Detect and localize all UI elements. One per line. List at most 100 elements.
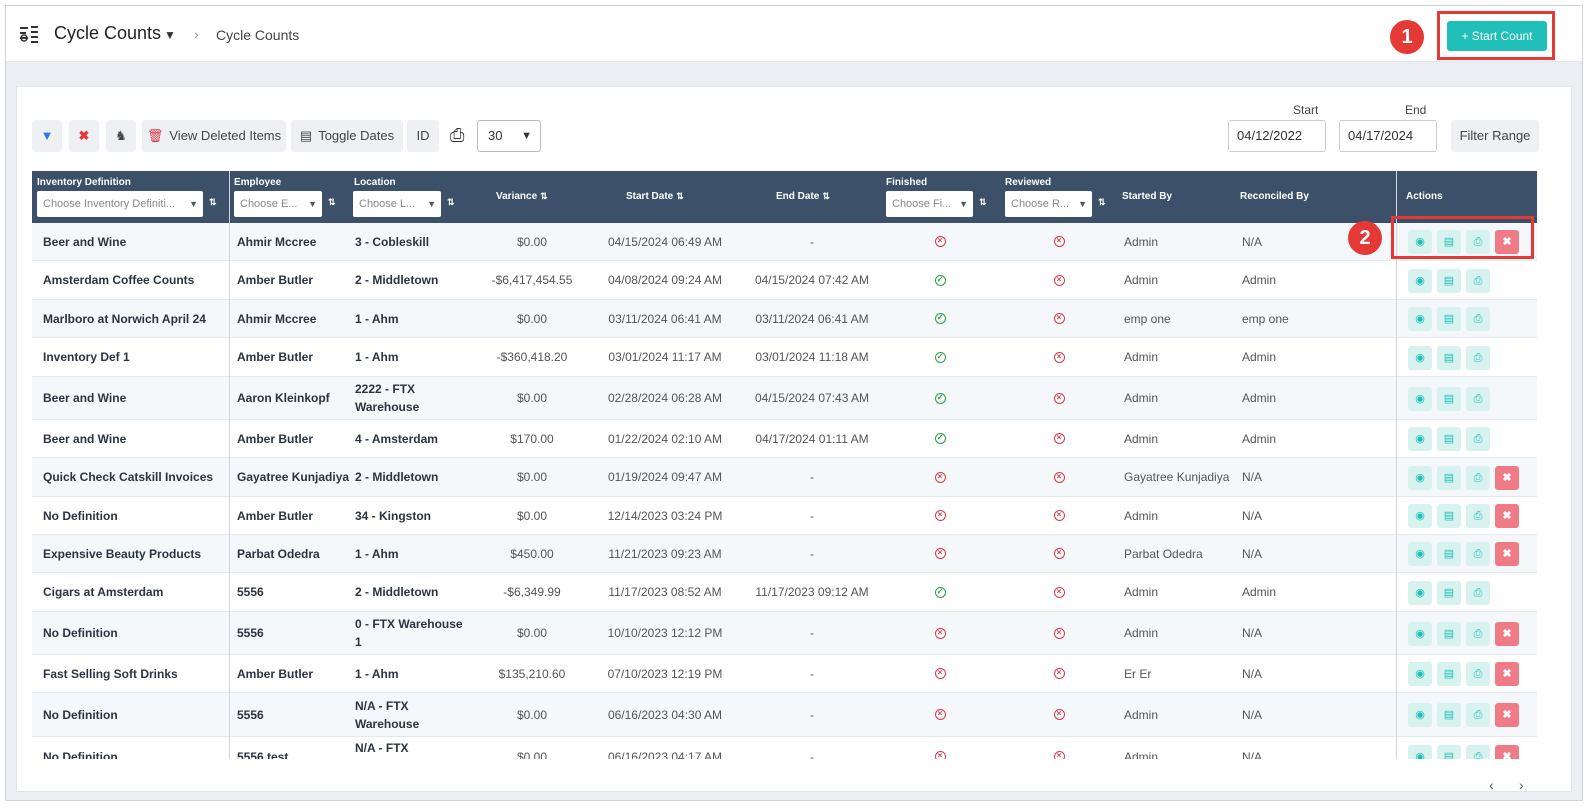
document-icon[interactable]: ▤ (1437, 269, 1461, 293)
cell-started-by: Admin (1124, 234, 1159, 249)
eye-icon[interactable]: ◉ (1408, 307, 1432, 331)
finished-filter[interactable]: Choose Fi... ▼ (886, 191, 973, 217)
print-icon[interactable]: ⎙ (1466, 346, 1490, 370)
document-icon[interactable]: ▤ (1437, 745, 1461, 759)
table-row[interactable]: No Definition 5556 0 - FTX Warehouse 1 $0.00… (32, 612, 1537, 655)
table-row[interactable]: Expensive Beauty Products Parbat Odedra 1 … (32, 535, 1537, 573)
table-row[interactable]: Beer and Wine Amber Butler 4 - Amsterdam $1… (32, 420, 1537, 458)
eye-icon[interactable]: ◉ (1408, 745, 1432, 759)
check-circle-icon: ✓ (930, 573, 950, 611)
location-filter[interactable]: Choose L... ▼ (353, 191, 441, 217)
print-icon[interactable]: ⎙ (1466, 230, 1490, 254)
table-row[interactable]: Fast Selling Soft Drinks Amber Butler 1 - … (32, 655, 1537, 693)
print-icon[interactable]: ⎙ (450, 125, 465, 145)
delete-icon[interactable]: ✖ (1495, 745, 1519, 759)
table-row[interactable]: No Definition Amber Butler 34 - Kingston $0… (32, 497, 1537, 535)
eye-icon[interactable]: ◉ (1408, 427, 1432, 451)
document-icon[interactable]: ▤ (1437, 703, 1461, 727)
location-line-1: 1 - Ahm (355, 546, 399, 561)
reviewed-filter[interactable]: Choose R... ▼ (1005, 191, 1092, 217)
clear-filter-icon[interactable]: ✖ (69, 120, 99, 152)
delete-icon[interactable]: ✖ (1495, 622, 1519, 646)
delete-icon[interactable]: ✖ (1495, 230, 1519, 254)
pager-next-icon[interactable]: › (1519, 777, 1524, 793)
start-count-button[interactable]: + Start Count (1447, 21, 1547, 51)
cell-end-date: - (810, 666, 814, 681)
print-icon[interactable]: ⎙ (1466, 387, 1490, 411)
print-icon[interactable]: ⎙ (1466, 745, 1490, 759)
end-date-input[interactable]: 04/17/2024 (1339, 120, 1437, 152)
employee-filter[interactable]: Choose E... ▼ (234, 191, 322, 217)
document-icon[interactable]: ▤ (1437, 542, 1461, 566)
sort-icon[interactable]: ⇅ (979, 197, 987, 207)
document-icon[interactable]: ▤ (1437, 504, 1461, 528)
print-icon[interactable]: ⎙ (1466, 269, 1490, 293)
print-icon[interactable]: ⎙ (1466, 662, 1490, 686)
delete-icon[interactable]: ✖ (1495, 662, 1519, 686)
pager-prev-icon[interactable]: ‹ (1489, 777, 1494, 793)
x-circle-icon: × (930, 535, 950, 572)
print-icon[interactable]: ⎙ (1466, 581, 1490, 605)
eye-icon[interactable]: ◉ (1408, 703, 1432, 727)
eye-icon[interactable]: ◉ (1408, 230, 1432, 254)
print-icon[interactable]: ⎙ (1466, 542, 1490, 566)
print-icon[interactable]: ⎙ (1466, 703, 1490, 727)
end-date-label: End (1405, 103, 1427, 117)
header-variance[interactable]: Variance ⇅ (496, 191, 548, 202)
chevron-down-icon[interactable]: ▼ (164, 28, 176, 42)
table-row[interactable]: Beer and Wine Aaron Kleinkopf 2222 - FTX Wa… (32, 377, 1537, 420)
filter-icon[interactable]: ▼ (32, 120, 62, 152)
table-row[interactable]: No Definition 5556 test N/A - FTX Warehouse… (32, 737, 1537, 759)
sort-icon[interactable]: ⇅ (447, 197, 455, 207)
table-row[interactable]: Inventory Def 1 Amber Butler 1 - Ahm -$360,… (32, 338, 1537, 377)
sort-icon[interactable]: ⇅ (328, 197, 336, 207)
document-icon[interactable]: ▤ (1437, 581, 1461, 605)
view-deleted-button[interactable]: 🗑 View Deleted Items (142, 120, 286, 152)
start-date-input[interactable]: 04/12/2022 (1228, 120, 1326, 152)
document-icon[interactable]: ▤ (1437, 230, 1461, 254)
table-row[interactable]: Beer and Wine Ahmir Mccree 3 - Cobleskill $… (32, 223, 1537, 261)
delete-icon[interactable]: ✖ (1495, 466, 1519, 490)
table-row[interactable]: Cigars at Amsterdam 5556 2 - Middletown -$6… (32, 573, 1537, 612)
table-row[interactable]: No Definition 5556 N/A - FTX Warehouse $0.00… (32, 693, 1537, 737)
delete-icon[interactable]: ✖ (1495, 504, 1519, 528)
table-row[interactable]: Amsterdam Coffee Counts Amber Butler 2 - M… (32, 261, 1537, 300)
sort-icon[interactable]: ⇅ (209, 197, 217, 207)
print-icon[interactable]: ⎙ (1466, 504, 1490, 528)
document-icon[interactable]: ▤ (1437, 387, 1461, 411)
page-size-select[interactable]: 30 ▼ (477, 120, 541, 152)
delete-icon[interactable]: ✖ (1495, 703, 1519, 727)
filter-range-button[interactable]: Filter Range (1451, 120, 1539, 152)
cell-end-date: 04/15/2024 07:43 AM (754, 391, 870, 405)
eye-icon[interactable]: ◉ (1408, 542, 1432, 566)
table-row[interactable]: Quick Check Catskill Invoices Gayatree Ku… (32, 458, 1537, 497)
document-icon[interactable]: ▤ (1437, 622, 1461, 646)
toggle-dates-button[interactable]: ▤ Toggle Dates (291, 120, 403, 152)
print-icon[interactable]: ⎙ (1466, 466, 1490, 490)
eye-icon[interactable]: ◉ (1408, 662, 1432, 686)
header-end-date[interactable]: End Date ⇅ (776, 191, 830, 202)
document-icon[interactable]: ▤ (1437, 466, 1461, 490)
eye-icon[interactable]: ◉ (1408, 466, 1432, 490)
eye-icon[interactable]: ◉ (1408, 622, 1432, 646)
document-icon[interactable]: ▤ (1437, 427, 1461, 451)
eye-icon[interactable]: ◉ (1408, 504, 1432, 528)
header-start-date[interactable]: Start Date ⇅ (626, 191, 684, 202)
document-icon[interactable]: ▤ (1437, 662, 1461, 686)
eye-icon[interactable]: ◉ (1408, 581, 1432, 605)
delete-icon[interactable]: ✖ (1495, 542, 1519, 566)
sort-icon[interactable]: ⇅ (1098, 197, 1106, 207)
eye-icon[interactable]: ◉ (1408, 346, 1432, 370)
cell-end-date: - (810, 470, 814, 484)
document-icon[interactable]: ▤ (1437, 307, 1461, 331)
print-icon[interactable]: ⎙ (1466, 622, 1490, 646)
eye-icon[interactable]: ◉ (1408, 387, 1432, 411)
table-row[interactable]: Marlboro at Norwich April 24 Ahmir Mccree… (32, 300, 1537, 338)
document-icon[interactable]: ▤ (1437, 346, 1461, 370)
id-button[interactable]: ID (407, 120, 439, 152)
user-secret-icon[interactable]: ♞ (106, 120, 136, 152)
print-icon[interactable]: ⎙ (1466, 427, 1490, 451)
inventory-definition-filter[interactable]: Choose Inventory Definiti... ▼ (37, 191, 203, 217)
eye-icon[interactable]: ◉ (1408, 269, 1432, 293)
print-icon[interactable]: ⎙ (1466, 307, 1490, 331)
